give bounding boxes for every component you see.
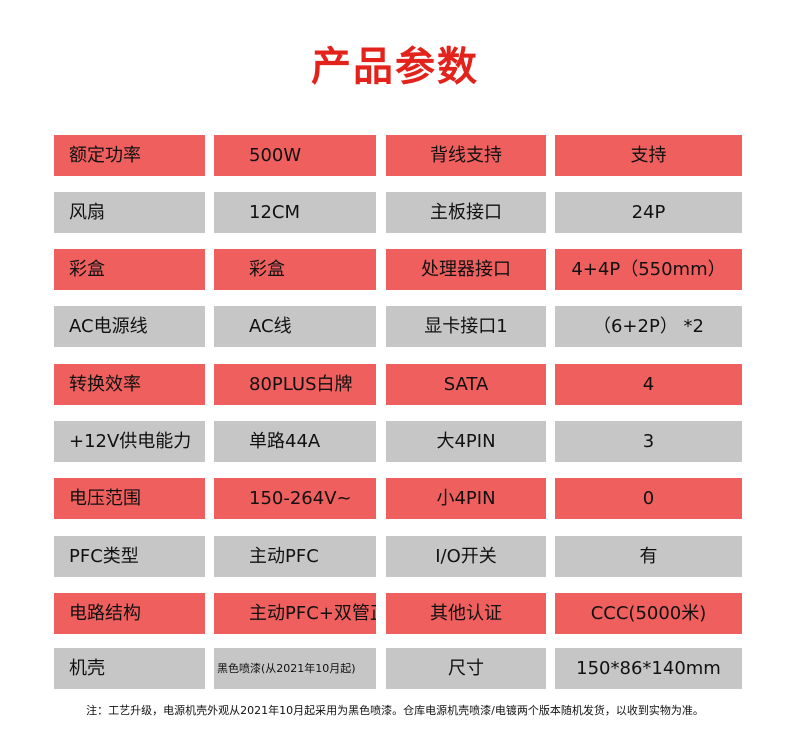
spec-value: 黑色喷漆(从2021年10月起): [214, 648, 376, 689]
spec-label: 彩盒: [54, 249, 205, 290]
spec-label: 转换效率: [54, 364, 205, 405]
table-row: AC电源线 AC线 显卡接口1 （6+2P） *2: [0, 306, 790, 347]
spec-label: 小4PIN: [386, 478, 546, 519]
spec-label: 风扇: [54, 192, 205, 233]
spec-label: 额定功率: [54, 135, 205, 176]
spec-value: AC线: [214, 306, 376, 347]
spec-label: 背线支持: [386, 135, 546, 176]
table-row: +12V供电能力 单路44A 大4PIN 3: [0, 421, 790, 462]
spec-value: 彩盒: [214, 249, 376, 290]
page-title: 产品参数: [311, 44, 479, 90]
spec-value: 有: [555, 536, 742, 577]
spec-value: 主动PFC+双管正激: [214, 593, 376, 634]
spec-label: SATA: [386, 364, 546, 405]
spec-label: 电路结构: [54, 593, 205, 634]
table-row: 彩盒 彩盒 处理器接口 4+4P（550mm）: [0, 249, 790, 290]
spec-value: 主动PFC: [214, 536, 376, 577]
spec-label: 主板接口: [386, 192, 546, 233]
spec-value: 4: [555, 364, 742, 405]
table-row: 额定功率 500W 背线支持 支持: [0, 135, 790, 176]
table-row: 电压范围 150-264V~ 小4PIN 0: [0, 478, 790, 519]
spec-label: 大4PIN: [386, 421, 546, 462]
table-row: 机壳 黑色喷漆(从2021年10月起) 尺寸 150*86*140mm: [0, 648, 790, 689]
spec-value: 单路44A: [214, 421, 376, 462]
spec-value: 150*86*140mm: [555, 648, 742, 689]
spec-label: +12V供电能力: [54, 421, 205, 462]
spec-label: AC电源线: [54, 306, 205, 347]
spec-label: 处理器接口: [386, 249, 546, 290]
spec-value: 3: [555, 421, 742, 462]
spec-value: 150-264V~: [214, 478, 376, 519]
spec-value: 24P: [555, 192, 742, 233]
spec-value: 80PLUS白牌: [214, 364, 376, 405]
spec-label: PFC类型: [54, 536, 205, 577]
spec-label: I/O开关: [386, 536, 546, 577]
spec-value: （6+2P） *2: [555, 306, 742, 347]
spec-label: 机壳: [54, 648, 205, 689]
spec-value: 12CM: [214, 192, 376, 233]
spec-label: 其他认证: [386, 593, 546, 634]
footnote: 注：工艺升级，电源机壳外观从2021年10月起采用为黑色喷漆。仓库电源机壳喷漆/…: [86, 704, 704, 717]
table-row: 风扇 12CM 主板接口 24P: [0, 192, 790, 233]
spec-label: 电压范围: [54, 478, 205, 519]
spec-value: 支持: [555, 135, 742, 176]
spec-value: 500W: [214, 135, 376, 176]
spec-value: CCC(5000米): [555, 593, 742, 634]
table-row: PFC类型 主动PFC I/O开关有: [0, 536, 790, 577]
spec-value: 0: [555, 478, 742, 519]
spec-label: 显卡接口1: [386, 306, 546, 347]
spec-label: 尺寸: [386, 648, 546, 689]
spec-value: 4+4P（550mm）: [555, 249, 742, 290]
table-row: 转换效率 80PLUS白牌 SATA 4: [0, 364, 790, 405]
